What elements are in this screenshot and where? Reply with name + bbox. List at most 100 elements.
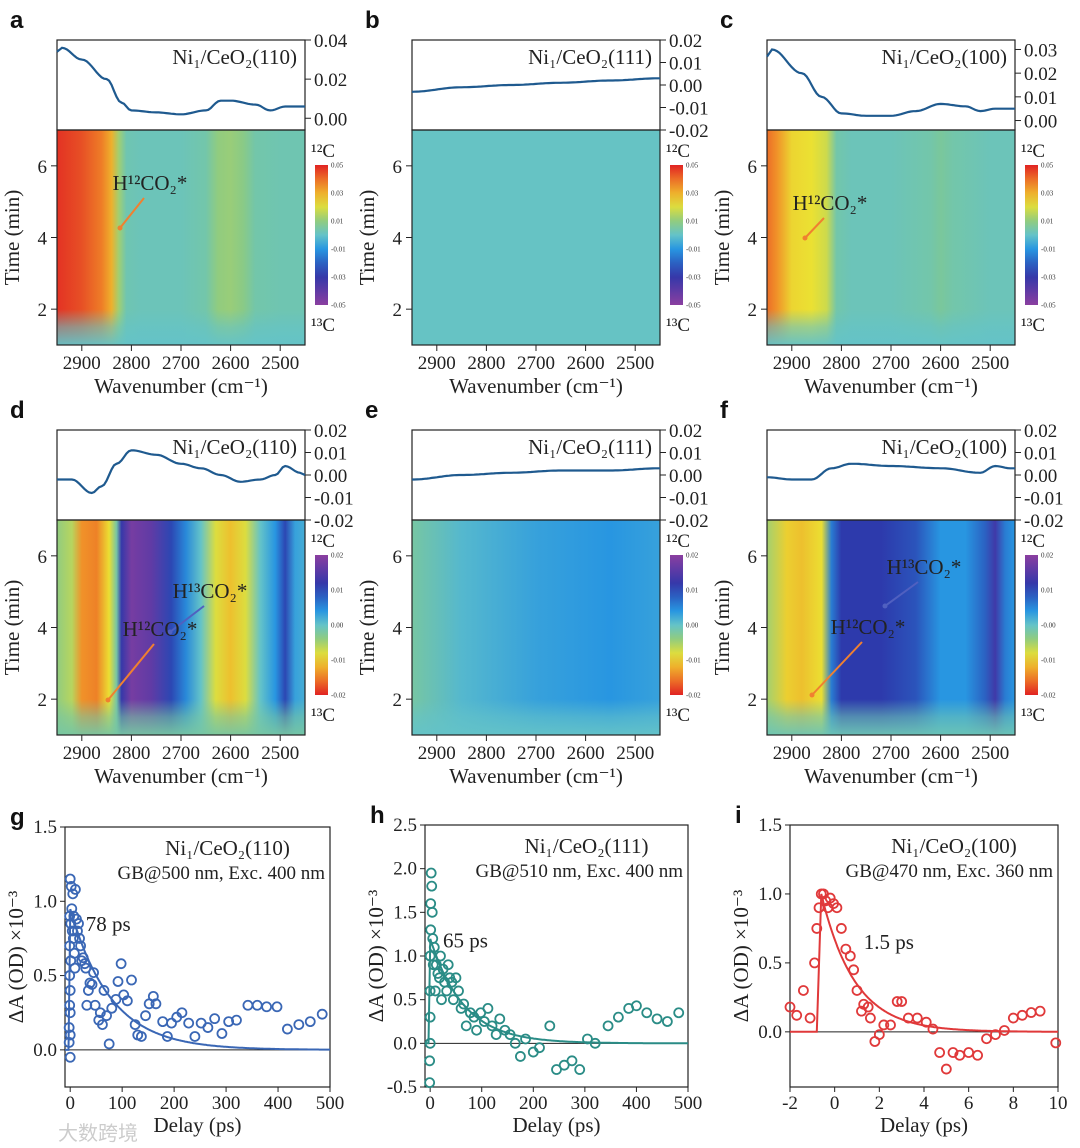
annotation-arrow [107, 643, 155, 701]
y-tick-label: 2 [38, 690, 48, 711]
data-point [809, 957, 820, 969]
data-point [494, 1013, 506, 1025]
sample-label: Ni₁/CeO₂(100) [882, 45, 1007, 69]
spectrum-y-tick-label: -0.02 [669, 121, 709, 142]
spectrum-y-tick-label: 0.02 [1024, 421, 1057, 442]
colorbar-tick-label: -0.01 [331, 657, 346, 665]
colorbar-bottom-label: ¹³C [1021, 705, 1045, 726]
sample-label: Ni₁/CeO₂(100) [891, 834, 1016, 858]
data-point [261, 1001, 273, 1013]
annotation-label: H¹³CO₂* [887, 555, 962, 579]
x-tick-label: 200 [160, 1093, 189, 1114]
data-point [424, 1077, 436, 1089]
data-point [442, 959, 454, 971]
data-point [80, 962, 92, 974]
x-tick-label: 200 [519, 1093, 548, 1114]
y-tick-label: -0.5 [387, 1077, 417, 1098]
spectrum-y-tick-label: 0.02 [314, 421, 347, 442]
annotation-arrow [169, 605, 205, 633]
colorbar-tick-label: 0.02 [1041, 552, 1054, 560]
data-point [209, 1013, 221, 1025]
y-tick-label: 6 [393, 547, 403, 568]
data-point [436, 994, 447, 1006]
x-tick-label: 0 [65, 1093, 75, 1114]
data-point [641, 1007, 653, 1019]
spectrum-y-tick-label: -0.02 [314, 511, 354, 532]
annotation-arrow [884, 581, 919, 607]
data-point [460, 1020, 472, 1032]
y-tick-label: 1.0 [393, 946, 417, 967]
data-point [426, 880, 438, 892]
spectrum-y-tick-label: 0.04 [314, 31, 348, 52]
x-tick-label: 500 [316, 1093, 345, 1114]
data-point [425, 898, 437, 909]
heatmap-onset-fade [412, 699, 660, 735]
data-point [1007, 1012, 1019, 1024]
x-tick-label: 2800 [467, 743, 505, 764]
y-axis-label: ΔA (OD) ×10⁻³ [364, 890, 388, 1023]
x-tick-label: 2500 [616, 743, 654, 764]
spectrum-y-tick-label: 0.00 [314, 109, 347, 130]
colorbar [1025, 555, 1038, 695]
spectrum-y-tick-label: -0.02 [1024, 511, 1064, 532]
colorbar [1025, 165, 1038, 305]
data-point [574, 1064, 586, 1075]
x-tick-label: 0 [425, 1093, 435, 1114]
colorbar-tick-label: -0.02 [686, 692, 701, 700]
y-axis-label: Time (min) [710, 190, 734, 285]
spectrum-y-tick-label: -0.01 [669, 99, 709, 120]
annotation-arrowhead [882, 603, 888, 609]
annotation-arrow [119, 197, 145, 229]
data-point [1050, 1037, 1062, 1049]
annotation-arrowhead [802, 235, 808, 241]
y-tick-label: 6 [38, 157, 48, 178]
y-tick-label: 4 [38, 619, 48, 640]
x-tick-label: 2800 [822, 743, 860, 764]
data-point [64, 1007, 76, 1019]
x-tick-label: 2600 [922, 743, 960, 764]
y-axis-label: Time (min) [710, 580, 734, 675]
y-tick-label: 4 [393, 619, 403, 640]
x-tick-label: 2600 [212, 743, 250, 764]
watermark: 大数跨境 [58, 1121, 138, 1145]
colorbar-tick-label: -0.01 [331, 246, 346, 254]
spectrum-y-tick-label: 0.00 [314, 466, 347, 487]
x-tick-label: 2900 [418, 743, 456, 764]
panel-letter: i [735, 802, 742, 829]
spectrum-line [56, 46, 305, 116]
data-point [115, 958, 127, 970]
y-tick-label: 2 [393, 300, 403, 321]
colorbar-tick-label: 0.01 [1041, 218, 1054, 226]
x-tick-label: 2700 [872, 743, 910, 764]
heatmap-onset-fade [57, 699, 305, 735]
colorbar-bottom-label: ¹³C [666, 315, 690, 336]
spectrum-line [57, 449, 306, 495]
data-point [612, 1011, 624, 1023]
x-tick-label: 2500 [616, 353, 654, 374]
annotation-label: H¹²CO₂* [123, 617, 198, 641]
data-point [64, 1029, 76, 1041]
sample-label: Ni₁/CeO₂(110) [165, 836, 290, 860]
data-point [189, 1031, 201, 1042]
x-tick-label: 2500 [261, 353, 299, 374]
panel-letter: f [720, 397, 729, 424]
data-point [651, 1013, 663, 1025]
data-point [1025, 1007, 1037, 1018]
x-tick-label: 2500 [971, 353, 1009, 374]
fit-curve [65, 908, 330, 1051]
data-point [426, 906, 438, 918]
data-point [981, 1033, 992, 1045]
y-tick-label: 2.0 [393, 859, 417, 880]
x-tick-label: 2600 [567, 743, 605, 764]
data-point [509, 1037, 521, 1049]
x-tick-label: 2500 [971, 743, 1009, 764]
y-axis-label: ΔA (OD) ×10⁻³ [729, 890, 753, 1023]
data-point [835, 923, 847, 934]
data-point [661, 1016, 673, 1027]
x-axis-label: Wavenumber (cm⁻¹) [94, 374, 268, 398]
y-tick-label: 0.0 [393, 1033, 417, 1054]
condition-label: GB@510 nm, Exc. 400 nm [476, 861, 684, 882]
